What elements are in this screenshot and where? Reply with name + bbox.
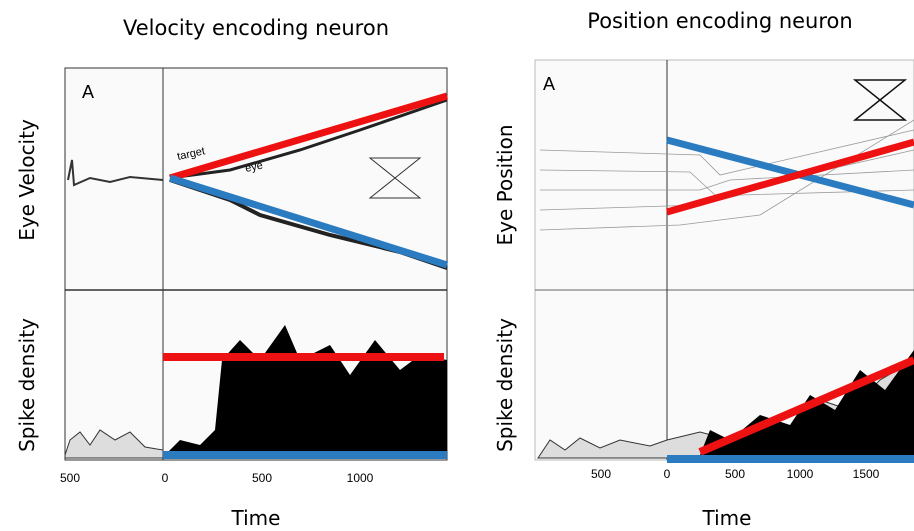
red-line [169, 92, 448, 182]
trace [67, 159, 164, 187]
x-label: Time [231, 506, 281, 530]
title: Velocity encoding neuron [123, 16, 389, 40]
left-panel: Velocity encoding neuron A target eye Ey… [15, 16, 449, 530]
annotation: target [176, 145, 206, 163]
y-label: Spike density [493, 318, 517, 452]
x-tick-label: 1000 [347, 471, 374, 485]
x-tick-label: 500 [591, 467, 611, 481]
red-line [698, 356, 914, 456]
blue-line [168, 174, 449, 269]
x-label: Time [702, 506, 752, 530]
x-tick-label: 0 [162, 471, 169, 485]
panel-label: A [543, 74, 555, 94]
baseline-density [64, 429, 164, 459]
trace [169, 98, 448, 180]
panel-label: A [82, 82, 94, 102]
hourglass [368, 157, 422, 199]
x-tick-label: 1500 [853, 467, 880, 481]
y-label: Eye Velocity [15, 119, 39, 241]
right-panel: Position encoding neuron A Eye Position … [493, 9, 914, 530]
title: Position encoding neuron [587, 9, 852, 33]
blue-line [666, 136, 914, 209]
x-tick-label: 1000 [787, 467, 814, 481]
x-tick-label: 500 [725, 467, 745, 481]
x-tick-label: 0 [664, 467, 671, 481]
red-line [666, 138, 914, 216]
annotation: eye [244, 160, 264, 175]
x-tick-label: 500 [60, 471, 80, 485]
y-label: Spike density [15, 318, 39, 452]
y-label: Eye Position [493, 124, 517, 245]
x-tick-label: 500 [252, 471, 272, 485]
hourglass [852, 79, 908, 121]
